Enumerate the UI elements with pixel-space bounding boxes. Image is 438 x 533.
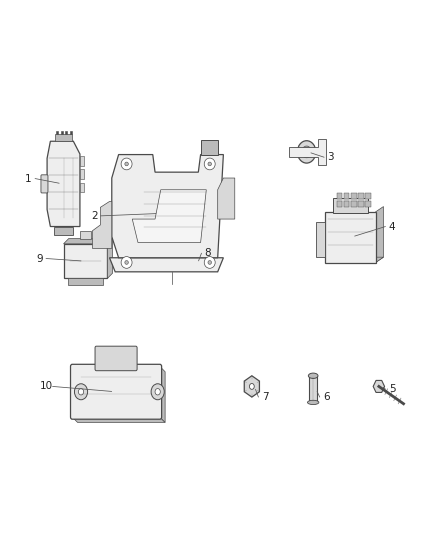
Bar (64, 244, 107, 278)
Polygon shape (218, 178, 235, 219)
Text: 7: 7 (261, 392, 268, 402)
Polygon shape (244, 376, 259, 397)
Bar (365, 201, 371, 206)
Polygon shape (289, 139, 326, 165)
Polygon shape (132, 190, 206, 243)
FancyBboxPatch shape (71, 365, 162, 419)
Bar (337, 201, 343, 206)
Text: 8: 8 (205, 248, 212, 258)
Ellipse shape (307, 400, 319, 405)
Ellipse shape (305, 150, 308, 154)
Ellipse shape (204, 158, 215, 170)
Polygon shape (64, 239, 113, 244)
Bar (351, 201, 357, 206)
Ellipse shape (204, 256, 215, 268)
Bar (65, 131, 67, 134)
Polygon shape (325, 257, 384, 262)
Text: 9: 9 (36, 254, 43, 263)
Text: 10: 10 (39, 382, 53, 391)
Polygon shape (92, 201, 112, 248)
Polygon shape (373, 381, 385, 392)
Text: 4: 4 (389, 222, 396, 231)
Ellipse shape (121, 158, 132, 170)
Bar (53, 227, 73, 235)
Ellipse shape (297, 141, 316, 163)
Bar (344, 193, 350, 198)
Text: 2: 2 (91, 211, 98, 221)
Ellipse shape (302, 146, 311, 158)
Ellipse shape (125, 261, 128, 264)
Polygon shape (110, 258, 223, 272)
Bar (365, 193, 371, 198)
Polygon shape (72, 417, 165, 422)
Bar (201, 141, 218, 155)
Ellipse shape (74, 384, 88, 400)
Bar (358, 201, 364, 206)
Polygon shape (160, 367, 165, 422)
Bar (80, 231, 91, 239)
Text: 5: 5 (389, 384, 396, 394)
Bar (55, 134, 72, 141)
Bar (325, 212, 376, 262)
Ellipse shape (208, 261, 212, 264)
Ellipse shape (125, 162, 128, 166)
Ellipse shape (208, 162, 212, 166)
Ellipse shape (78, 389, 84, 395)
Text: 1: 1 (25, 174, 32, 183)
Polygon shape (107, 239, 113, 278)
Bar (344, 201, 350, 206)
Ellipse shape (121, 256, 132, 268)
Bar (337, 193, 343, 198)
FancyBboxPatch shape (41, 175, 48, 193)
Ellipse shape (250, 384, 254, 389)
Bar (351, 193, 357, 198)
Polygon shape (47, 141, 80, 227)
Polygon shape (112, 155, 223, 258)
Bar (56, 131, 58, 134)
Bar (80, 156, 84, 166)
Ellipse shape (155, 389, 160, 395)
Bar (333, 198, 368, 213)
Polygon shape (376, 206, 384, 262)
FancyBboxPatch shape (95, 346, 137, 371)
Ellipse shape (308, 373, 318, 378)
Text: 6: 6 (323, 392, 330, 402)
Bar (61, 131, 63, 134)
Text: 3: 3 (327, 152, 334, 162)
Bar (80, 183, 84, 192)
Ellipse shape (151, 384, 164, 400)
Bar (80, 169, 84, 179)
Bar (70, 131, 72, 134)
Polygon shape (315, 222, 325, 257)
Bar (309, 376, 317, 402)
Bar (358, 193, 364, 198)
Bar (68, 278, 103, 285)
